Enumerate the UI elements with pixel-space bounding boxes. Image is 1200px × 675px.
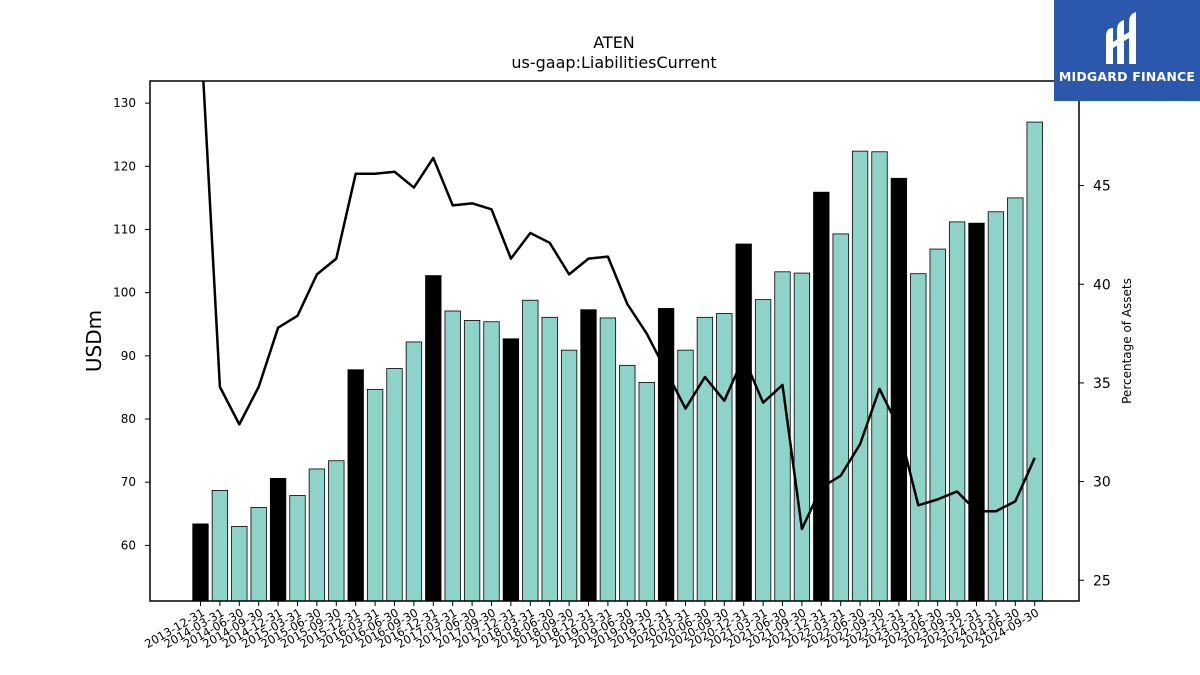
bar xyxy=(735,243,752,602)
bar xyxy=(754,299,772,602)
bar xyxy=(929,248,946,602)
bar xyxy=(968,222,985,602)
bar xyxy=(386,368,403,602)
brand-logo: MIDGARD FINANCE xyxy=(1054,0,1200,101)
y-tick-label: 80 xyxy=(121,412,136,426)
y-tick-label: 110 xyxy=(113,222,136,236)
y2-axis-label: Percentage of Assets xyxy=(1120,278,1134,404)
bar xyxy=(483,321,500,602)
y-axis-right: 25 30 35 40 45 xyxy=(1079,179,1111,589)
y-tick-label: 100 xyxy=(113,286,136,300)
bar xyxy=(890,177,908,602)
bar xyxy=(1026,121,1043,602)
bar xyxy=(987,211,1005,602)
chart-subtitle: us-gaap:LiabilitiesCurrent xyxy=(511,53,716,72)
y2-tick-label: 30 xyxy=(1093,475,1111,491)
bar xyxy=(851,150,869,602)
bar xyxy=(619,364,636,602)
bar xyxy=(502,338,520,602)
bar xyxy=(677,349,694,602)
y2-tick-label: 35 xyxy=(1093,376,1111,392)
bar xyxy=(696,316,714,602)
y-tick-label: 120 xyxy=(113,159,136,173)
bar xyxy=(832,233,849,602)
bar xyxy=(793,272,811,602)
bar xyxy=(425,275,442,602)
line-group xyxy=(202,81,1036,531)
brand-name: MIDGARD FINANCE xyxy=(1058,69,1196,84)
bar xyxy=(231,526,248,602)
plot-frame xyxy=(149,80,1080,602)
bar xyxy=(269,478,287,602)
bar xyxy=(250,507,267,602)
bar xyxy=(716,313,733,602)
x-axis: 2013-12-312014-03-312014-06-302014-09-30… xyxy=(142,601,1041,651)
bar xyxy=(560,349,578,602)
y-axis-left: 60 70 80 90 100 110 120 130 xyxy=(113,96,150,552)
bar xyxy=(192,523,209,602)
bar xyxy=(1007,197,1024,602)
bar xyxy=(289,495,306,602)
bar xyxy=(347,369,364,602)
y-tick-label: 130 xyxy=(113,96,136,110)
bar xyxy=(774,271,791,602)
bar xyxy=(541,316,558,602)
bar xyxy=(580,309,597,602)
y2-tick-label: 40 xyxy=(1093,277,1111,293)
bar xyxy=(308,468,326,602)
bar xyxy=(638,381,655,602)
chart-title: ATEN xyxy=(593,33,635,52)
y2-tick-label: 25 xyxy=(1093,573,1111,589)
bar xyxy=(366,388,384,602)
bar xyxy=(599,317,617,602)
bar xyxy=(405,341,423,602)
bar xyxy=(328,460,345,602)
bar xyxy=(444,310,461,602)
series-line xyxy=(202,81,1036,531)
y-tick-label: 90 xyxy=(121,349,136,363)
bar xyxy=(813,191,830,602)
logo-mark-icon xyxy=(1106,12,1136,64)
y-tick-label: 60 xyxy=(121,538,136,552)
bar xyxy=(463,320,481,602)
bar xyxy=(910,273,927,602)
bar-group xyxy=(192,121,1043,602)
y2-tick-label: 45 xyxy=(1093,179,1111,195)
y-tick-label: 70 xyxy=(121,475,136,489)
bar xyxy=(657,308,675,602)
y-axis-label: USDm xyxy=(82,310,106,372)
bar xyxy=(522,299,539,602)
bar xyxy=(211,490,229,602)
bar xyxy=(871,151,888,602)
bar xyxy=(948,221,966,602)
